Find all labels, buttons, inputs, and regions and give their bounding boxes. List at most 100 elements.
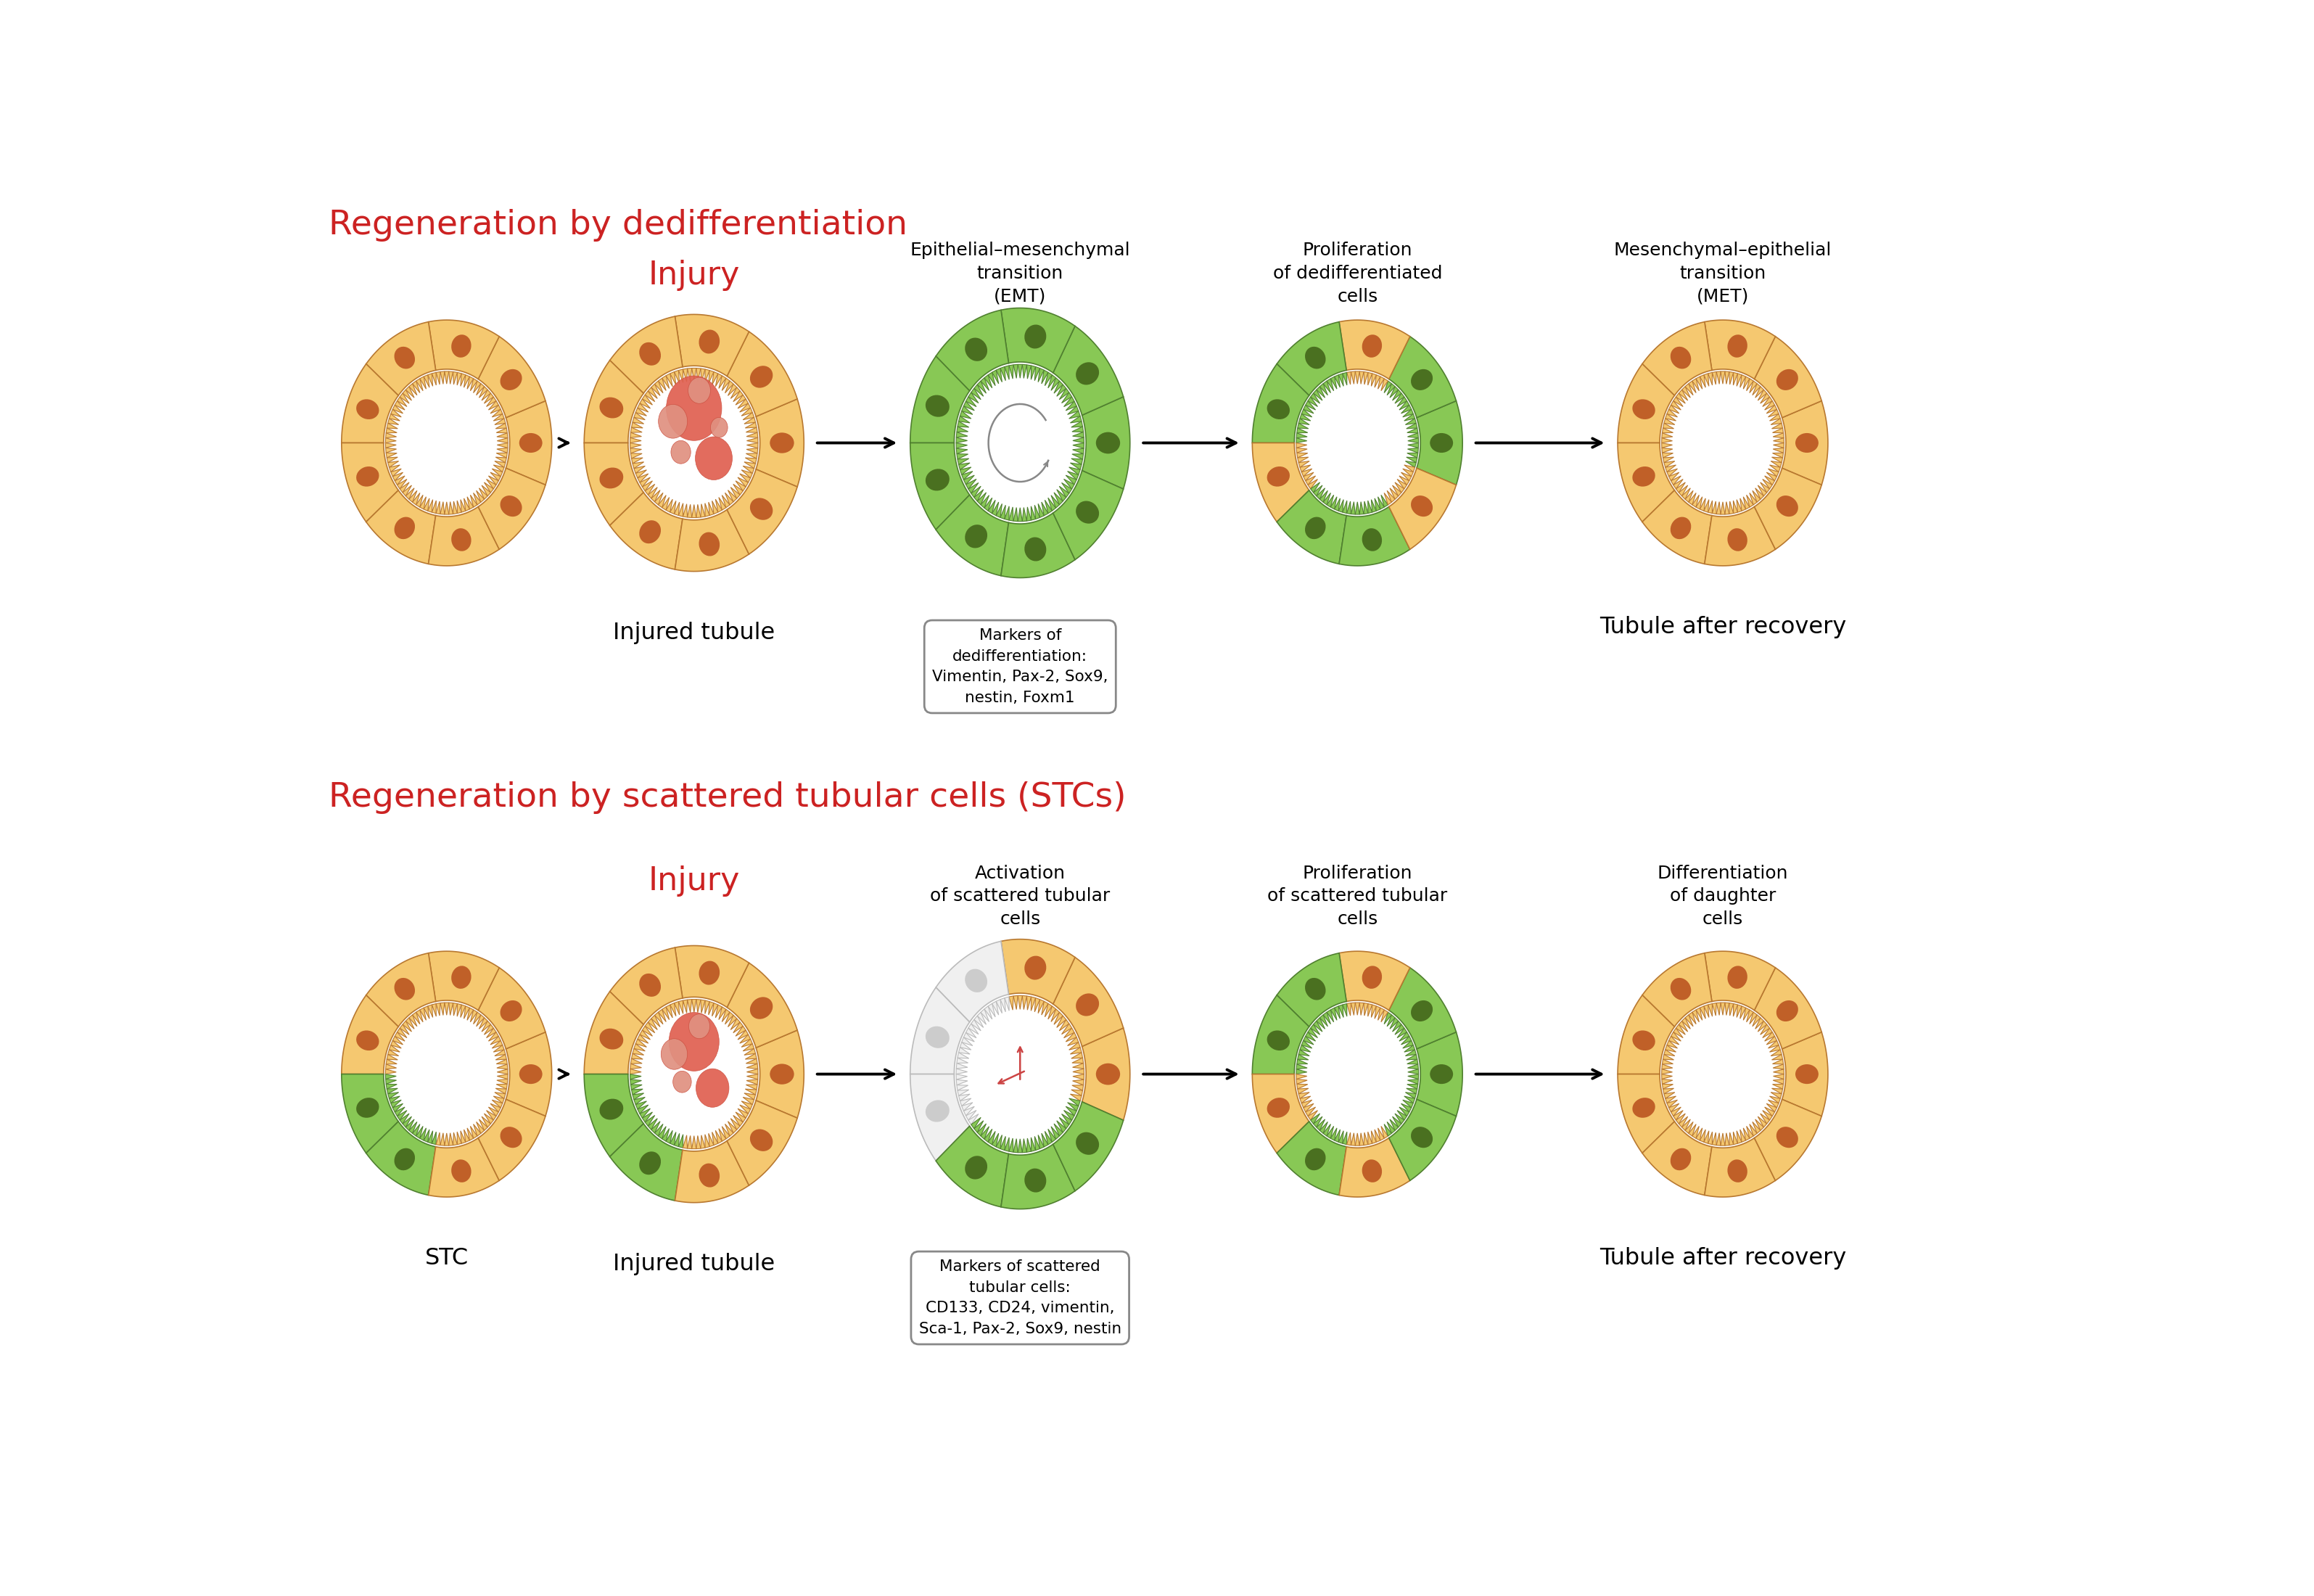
Polygon shape <box>1712 501 1717 514</box>
Polygon shape <box>1046 1132 1053 1144</box>
Polygon shape <box>428 508 500 565</box>
Polygon shape <box>909 1074 970 1160</box>
Polygon shape <box>1381 495 1388 508</box>
Polygon shape <box>498 1065 507 1069</box>
Polygon shape <box>479 468 546 549</box>
Polygon shape <box>722 1127 729 1140</box>
Polygon shape <box>632 1088 643 1095</box>
Polygon shape <box>1696 496 1703 509</box>
Polygon shape <box>1685 490 1694 503</box>
Text: Proliferation
of scattered tubular
cells: Proliferation of scattered tubular cells <box>1268 865 1449 927</box>
Polygon shape <box>1756 1018 1763 1029</box>
Polygon shape <box>458 372 460 385</box>
Polygon shape <box>460 500 465 512</box>
Polygon shape <box>1300 464 1310 472</box>
Polygon shape <box>342 442 398 522</box>
Polygon shape <box>731 1018 740 1029</box>
Polygon shape <box>1768 409 1779 417</box>
Polygon shape <box>403 485 412 496</box>
Polygon shape <box>1384 1012 1391 1025</box>
Polygon shape <box>673 1002 680 1015</box>
Polygon shape <box>386 437 396 442</box>
Polygon shape <box>484 1114 493 1124</box>
Polygon shape <box>495 1055 507 1060</box>
Polygon shape <box>493 413 504 421</box>
Polygon shape <box>449 501 454 514</box>
Polygon shape <box>747 1063 757 1069</box>
Polygon shape <box>1307 479 1317 488</box>
Polygon shape <box>488 1108 498 1116</box>
Polygon shape <box>488 401 498 410</box>
Polygon shape <box>687 1136 692 1149</box>
Polygon shape <box>1747 378 1754 391</box>
Polygon shape <box>1018 996 1023 1009</box>
Polygon shape <box>495 1050 504 1057</box>
Ellipse shape <box>671 440 690 464</box>
Polygon shape <box>708 370 713 383</box>
Polygon shape <box>1074 1063 1083 1069</box>
Ellipse shape <box>1430 433 1453 453</box>
Polygon shape <box>1766 1103 1777 1112</box>
Text: Activation
of scattered tubular
cells: Activation of scattered tubular cells <box>930 865 1111 927</box>
Polygon shape <box>1395 393 1405 404</box>
Polygon shape <box>428 1132 433 1143</box>
Polygon shape <box>657 495 666 508</box>
Polygon shape <box>611 493 683 570</box>
Polygon shape <box>498 1074 507 1079</box>
Ellipse shape <box>356 1031 379 1050</box>
Polygon shape <box>1386 490 1395 503</box>
Polygon shape <box>458 501 460 514</box>
Polygon shape <box>1668 1103 1680 1112</box>
Polygon shape <box>405 488 414 500</box>
Polygon shape <box>386 442 396 448</box>
Polygon shape <box>444 1002 449 1015</box>
Polygon shape <box>498 453 507 458</box>
Polygon shape <box>1717 1002 1722 1015</box>
Polygon shape <box>1307 1111 1317 1120</box>
Ellipse shape <box>699 330 720 354</box>
Ellipse shape <box>659 404 687 439</box>
Polygon shape <box>1664 1088 1673 1093</box>
Polygon shape <box>1391 386 1398 397</box>
Polygon shape <box>963 471 972 480</box>
Polygon shape <box>1053 471 1122 560</box>
Polygon shape <box>740 474 750 482</box>
Polygon shape <box>1014 364 1018 378</box>
Polygon shape <box>676 509 750 571</box>
Polygon shape <box>479 1018 488 1029</box>
Polygon shape <box>1398 1111 1407 1120</box>
Polygon shape <box>1023 364 1027 378</box>
Polygon shape <box>1407 456 1416 463</box>
Polygon shape <box>1347 1002 1351 1015</box>
Polygon shape <box>727 469 798 554</box>
Polygon shape <box>1395 1025 1405 1034</box>
Polygon shape <box>1773 1074 1784 1079</box>
Ellipse shape <box>639 520 662 544</box>
Polygon shape <box>683 504 687 517</box>
Ellipse shape <box>1305 517 1326 539</box>
Polygon shape <box>1067 1033 1076 1042</box>
Polygon shape <box>629 437 641 442</box>
Polygon shape <box>1071 1047 1081 1053</box>
Polygon shape <box>1773 1088 1782 1093</box>
Polygon shape <box>1405 413 1414 421</box>
Polygon shape <box>639 399 650 409</box>
Polygon shape <box>423 1130 430 1143</box>
Polygon shape <box>1708 372 1712 385</box>
Polygon shape <box>963 476 974 485</box>
Polygon shape <box>983 1128 993 1143</box>
Polygon shape <box>1319 1015 1328 1026</box>
Polygon shape <box>1381 378 1388 391</box>
Polygon shape <box>1678 1021 1687 1031</box>
Polygon shape <box>724 493 734 504</box>
Polygon shape <box>1296 437 1307 442</box>
Polygon shape <box>1002 938 1076 1004</box>
Polygon shape <box>1749 1012 1756 1025</box>
Ellipse shape <box>694 437 731 480</box>
Ellipse shape <box>1777 369 1798 391</box>
Polygon shape <box>666 1005 673 1018</box>
Polygon shape <box>583 1074 643 1157</box>
Polygon shape <box>1756 1119 1763 1130</box>
Polygon shape <box>1402 1041 1414 1049</box>
Polygon shape <box>956 1079 967 1085</box>
